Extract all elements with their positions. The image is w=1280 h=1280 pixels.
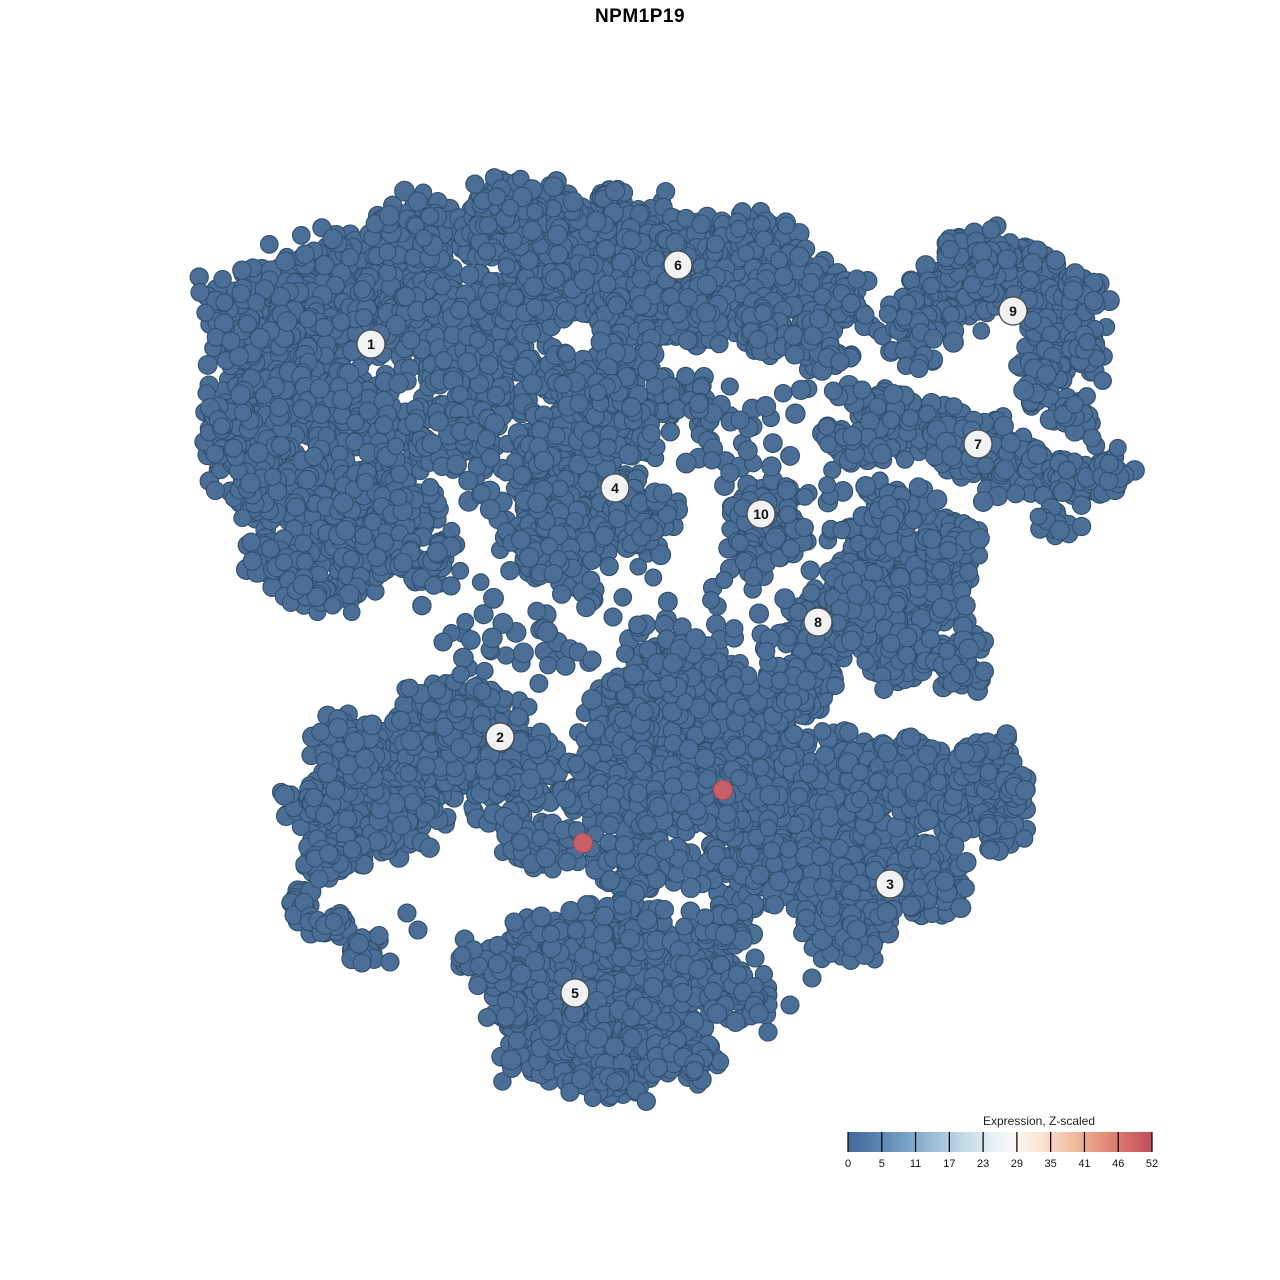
cluster-label: 3 <box>875 869 905 899</box>
cluster-label: 10 <box>746 499 776 529</box>
cluster-label: 4 <box>600 473 630 503</box>
legend-tick-labels: 0 5 11 17 23 29 35 41 46 52 <box>845 1158 1158 1170</box>
legend-colorbar <box>848 1132 1152 1152</box>
legend-ticks <box>847 1132 1153 1152</box>
cluster-label: 6 <box>663 250 693 280</box>
highlight-cell <box>712 779 734 801</box>
cluster-label: 9 <box>998 296 1028 326</box>
highlight-cell <box>572 832 594 854</box>
cluster-label: 1 <box>356 329 386 359</box>
cluster-label: 5 <box>560 978 590 1008</box>
cluster-label: 8 <box>803 607 833 637</box>
scatter-points <box>189 168 1145 1111</box>
expression-legend: Expression, Z-scaled 0 5 11 17 23 29 35 41 46 52 <box>845 1114 1158 1170</box>
legend-title: Expression, Z-scaled <box>983 1114 1095 1128</box>
cluster-labels: 1 2 3 4 5 6 7 8 9 10 <box>356 250 1028 1008</box>
cluster-label: 7 <box>963 429 993 459</box>
plot-title: NPM1P19 <box>594 6 686 27</box>
cluster-label: 2 <box>485 722 515 752</box>
highlighted-cells <box>572 779 734 854</box>
